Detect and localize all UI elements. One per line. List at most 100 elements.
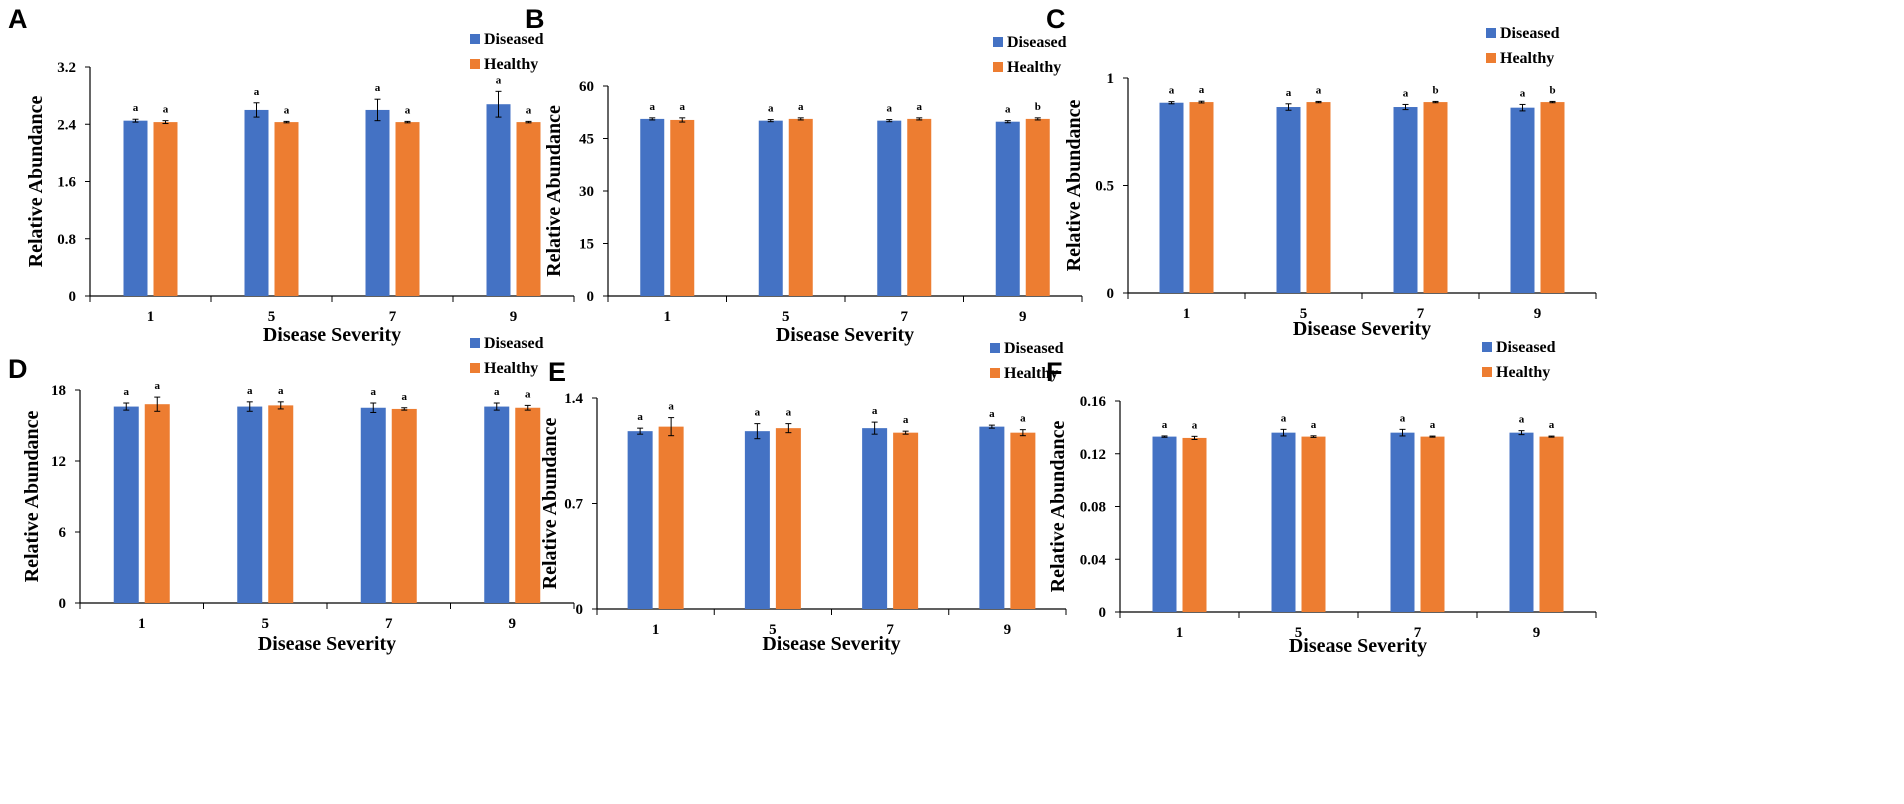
bar-diseased xyxy=(1390,432,1415,612)
panel-letter-f: F xyxy=(1046,357,1063,387)
bar-diseased xyxy=(979,426,1005,609)
bar-diseased xyxy=(244,109,269,296)
bar-diseased xyxy=(484,406,510,603)
bar-diseased xyxy=(1276,107,1301,294)
bar-healthy xyxy=(1539,436,1564,612)
bar-diseased xyxy=(1271,432,1296,612)
y-tick-label: 1 xyxy=(1107,71,1115,87)
panel-letter-c: C xyxy=(1046,4,1066,34)
significance-letter: a xyxy=(494,386,500,398)
bar-healthy xyxy=(1420,436,1445,612)
y-tick-label: 6 xyxy=(59,525,67,541)
bar-healthy xyxy=(515,407,541,603)
x-tick-label: 1 xyxy=(138,616,146,632)
legend-swatch-healthy xyxy=(470,59,480,69)
significance-letter: a xyxy=(989,408,995,420)
significance-letter: a xyxy=(786,407,792,419)
significance-letter: a xyxy=(798,101,804,113)
significance-letter: a xyxy=(1281,412,1287,424)
x-tick-label: 9 xyxy=(1534,306,1542,322)
significance-letter: a xyxy=(1400,412,1406,424)
x-tick-label: 5 xyxy=(769,622,777,638)
x-tick-label: 7 xyxy=(389,309,397,325)
y-tick-label: 0 xyxy=(59,596,67,612)
legend-swatch-diseased xyxy=(993,37,1003,47)
bar-healthy xyxy=(1182,437,1207,612)
bar-diseased xyxy=(1152,436,1177,612)
significance-letter: a xyxy=(1549,419,1555,431)
bar-healthy xyxy=(1540,102,1565,293)
bar-diseased xyxy=(758,120,783,297)
bar-healthy xyxy=(274,122,299,297)
panel-c: C 0 0.5 1 1 a a 5 a a 7 a b 9 a b Relative Abundance Dise… xyxy=(1046,4,1597,340)
legend-label-diseased: Diseased xyxy=(484,31,544,48)
significance-letter: a xyxy=(525,388,531,400)
legend-label-healthy: Healthy xyxy=(484,56,538,73)
panel-letter-e: E xyxy=(548,357,566,387)
significance-letter: a xyxy=(680,101,686,113)
y-tick-label: 0 xyxy=(576,602,584,618)
legend-swatch-diseased xyxy=(470,338,480,348)
x-tick-label: 7 xyxy=(1417,306,1425,322)
bar-diseased xyxy=(1510,107,1535,293)
y-tick-label: 3.2 xyxy=(57,60,76,76)
bar-healthy xyxy=(1010,432,1036,609)
bar-healthy xyxy=(516,122,541,297)
bar-healthy xyxy=(1189,102,1214,293)
bar-diseased xyxy=(113,406,139,603)
significance-letter: a xyxy=(284,104,290,116)
panel-letter-b: B xyxy=(525,4,545,34)
y-tick-label: 12 xyxy=(51,454,66,470)
legend-label-healthy: Healthy xyxy=(1004,365,1058,382)
y-tick-label: 0.7 xyxy=(564,497,583,513)
y-tick-label: 1.4 xyxy=(564,391,583,407)
bar-diseased xyxy=(1159,102,1184,293)
bar-diseased xyxy=(862,428,888,609)
bar-diseased xyxy=(744,431,770,609)
y-tick-label: 0 xyxy=(69,289,77,305)
legend-label-diseased: Diseased xyxy=(484,335,544,352)
significance-letter: b xyxy=(1035,101,1041,113)
significance-letter: a xyxy=(1199,84,1205,96)
significance-letter: a xyxy=(755,407,761,419)
x-tick-label: 7 xyxy=(886,622,894,638)
legend-label-diseased: Diseased xyxy=(1500,25,1560,42)
legend-swatch-healthy xyxy=(1486,53,1496,63)
significance-letter: a xyxy=(668,401,674,413)
bar-diseased xyxy=(640,118,665,297)
bar-diseased xyxy=(486,104,511,297)
legend-label-healthy: Healthy xyxy=(1007,59,1061,76)
x-axis-label: Disease Severity xyxy=(762,633,900,655)
y-tick-label: 0.12 xyxy=(1080,447,1106,463)
significance-letter: a xyxy=(1403,87,1409,99)
y-tick-label: 0.5 xyxy=(1095,179,1114,195)
x-tick-label: 5 xyxy=(782,309,790,325)
legend-swatch-healthy xyxy=(470,363,480,373)
significance-letter: a xyxy=(887,103,893,115)
significance-letter: a xyxy=(903,414,909,426)
significance-letter: a xyxy=(254,86,260,98)
significance-letter: a xyxy=(371,386,377,398)
significance-letter: a xyxy=(405,104,411,116)
bar-healthy xyxy=(907,118,932,297)
bar-healthy xyxy=(1025,118,1050,297)
y-axis-label: Relative Abundance xyxy=(543,105,565,277)
bar-healthy xyxy=(1306,102,1331,293)
bar-healthy xyxy=(775,428,801,609)
significance-letter: a xyxy=(247,385,253,397)
x-tick-label: 1 xyxy=(1176,625,1184,641)
bar-healthy xyxy=(788,118,813,297)
x-tick-label: 9 xyxy=(1004,622,1012,638)
panel-d: D 0 6 12 18 1 a a 5 a a 7 a a 9 a a Relative Abundance Dis… xyxy=(8,335,575,655)
legend-label-healthy: Healthy xyxy=(1496,364,1550,381)
x-tick-label: 9 xyxy=(1533,625,1541,641)
legend-label-diseased: Diseased xyxy=(1004,340,1064,357)
x-tick-label: 5 xyxy=(268,309,276,325)
x-axis-label: Disease Severity xyxy=(258,633,396,655)
x-tick-label: 9 xyxy=(510,309,518,325)
y-tick-label: 45 xyxy=(579,132,594,148)
y-tick-label: 60 xyxy=(579,79,594,95)
legend-swatch-healthy xyxy=(1482,367,1492,377)
significance-letter: a xyxy=(917,101,923,113)
x-tick-label: 9 xyxy=(1019,309,1027,325)
